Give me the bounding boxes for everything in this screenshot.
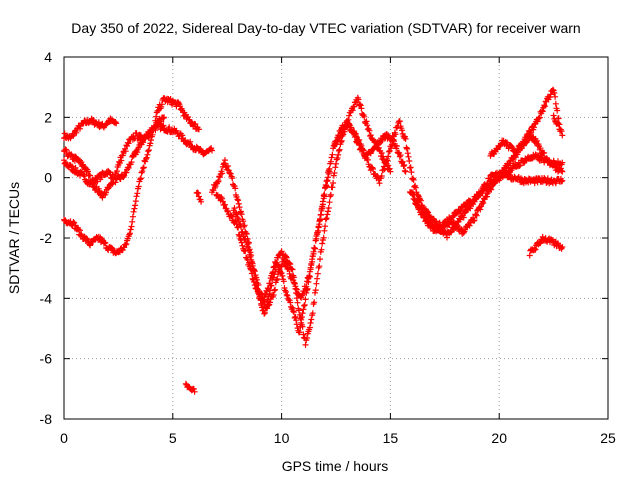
y-tick-label: -6 (40, 351, 53, 367)
x-tick-label: 20 (491, 430, 507, 446)
data-point-markers (182, 380, 198, 395)
series-track-1 (61, 115, 120, 142)
x-tick-label: 15 (383, 430, 399, 446)
series-track-5 (182, 380, 198, 395)
data-point-markers (61, 95, 202, 257)
series-track-4 (61, 95, 202, 257)
series-track-14 (526, 233, 566, 259)
data-point-markers (61, 115, 120, 142)
y-axis-label: SDTVAR / TECUs (6, 182, 22, 294)
y-tick-label: -4 (40, 290, 53, 306)
series-track-15 (550, 112, 566, 139)
x-tick-label: 0 (60, 430, 68, 446)
data-point-markers (550, 112, 566, 139)
x-axis-label: GPS time / hours (282, 458, 389, 474)
y-tick-label: -8 (40, 411, 53, 427)
y-tick-label: 2 (44, 109, 52, 125)
data-point-markers (193, 189, 205, 205)
chart-title: Day 350 of 2022, Sidereal Day-to-day VTE… (71, 20, 580, 36)
axis-ticks: 0 5 10 15 20 25 -8 -6 -4 -2 0 2 4 (40, 49, 616, 446)
series-track-9 (230, 94, 394, 348)
series-track-13 (487, 133, 566, 175)
data-marks (61, 86, 566, 395)
y-tick-label: -2 (40, 230, 53, 246)
series-track-6 (193, 189, 205, 205)
data-point-markers (526, 233, 566, 259)
x-tick-label: 5 (169, 430, 177, 446)
y-tick-label: 4 (44, 49, 52, 65)
data-point-markers (230, 94, 394, 348)
grid-lines (64, 57, 608, 419)
x-tick-label: 25 (600, 430, 616, 446)
y-tick-label: 0 (44, 170, 52, 186)
data-point-markers (487, 133, 566, 175)
x-tick-label: 10 (274, 430, 290, 446)
